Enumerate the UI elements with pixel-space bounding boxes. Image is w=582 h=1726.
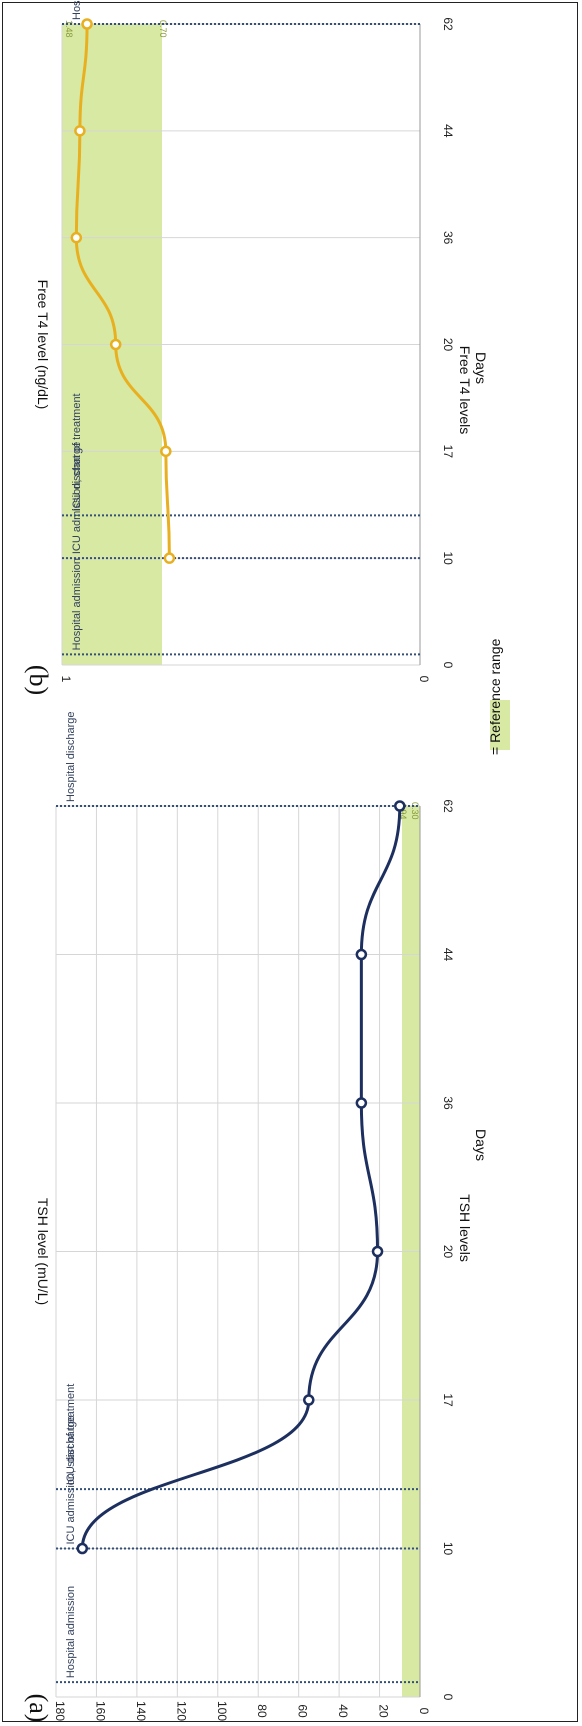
data-point bbox=[76, 1542, 89, 1555]
x-tick-label: 44 bbox=[441, 948, 455, 962]
data-point bbox=[355, 948, 368, 961]
y-tick-label: 140 bbox=[134, 1701, 148, 1721]
reference-low-label: 0.30 bbox=[410, 802, 420, 820]
data-point bbox=[371, 1245, 384, 1258]
data-point bbox=[394, 800, 406, 812]
y-tick-label: 0 bbox=[417, 676, 431, 683]
event-label: Hospital discharge bbox=[65, 712, 77, 803]
y-tick-label: 160 bbox=[93, 1701, 107, 1721]
series-line bbox=[74, 23, 171, 559]
legend-swatch bbox=[490, 700, 510, 750]
x-tick-label: 17 bbox=[441, 445, 455, 459]
legend-label: = Reference range bbox=[487, 638, 503, 755]
x-tick-label: 10 bbox=[441, 551, 455, 565]
x-tick-label: 0 bbox=[441, 662, 455, 669]
y-axis-title: Free T4 level (ng/dL) bbox=[35, 280, 51, 410]
x-tick-label: 62 bbox=[441, 799, 455, 813]
chart-title: Free T4 levels bbox=[457, 346, 473, 434]
data-point bbox=[355, 1097, 368, 1109]
x-tick-label: 36 bbox=[441, 231, 455, 245]
data-point bbox=[160, 445, 172, 458]
reference-low-label: 0.70 bbox=[158, 20, 168, 38]
y-tick-label: 0 bbox=[417, 1708, 431, 1715]
chart-title: TSH levels bbox=[457, 1194, 473, 1262]
event-label: ICU discharge bbox=[65, 1415, 77, 1485]
y-axis-title: TSH level (mU/L) bbox=[35, 1198, 51, 1305]
panel-label: (a) bbox=[24, 1694, 53, 1723]
event-label: Hospital admission bbox=[71, 558, 83, 650]
reference-high-label: 4.94 bbox=[398, 802, 408, 820]
x-tick-label: 36 bbox=[441, 1096, 455, 1110]
chart-panel-a: 0 20 40 60 80 100 120 140 160 180 0 10 17 20 36 44 62 Day… bbox=[24, 712, 489, 1723]
x-tick-label: 20 bbox=[441, 1245, 455, 1259]
x-tick-label: 0 bbox=[441, 1694, 455, 1701]
data-point bbox=[70, 231, 83, 244]
y-tick-label: 40 bbox=[336, 1704, 350, 1718]
x-tick-label: 10 bbox=[441, 1542, 455, 1556]
legend: = Reference range bbox=[487, 638, 510, 755]
event-label: ICU admission, start of treatment bbox=[65, 1384, 77, 1545]
y-tick-label: 20 bbox=[377, 1704, 391, 1718]
x-axis-title: Days bbox=[473, 352, 489, 384]
event-label: ICU admission, start of treatment bbox=[71, 393, 83, 554]
x-tick-label: 20 bbox=[441, 338, 455, 352]
data-point bbox=[109, 338, 122, 351]
data-point bbox=[74, 125, 86, 137]
event-label: Hospital discharge bbox=[71, 0, 83, 20]
series-line bbox=[80, 805, 402, 1549]
y-tick-label: 1 bbox=[59, 676, 73, 683]
y-tick-label: 60 bbox=[296, 1704, 310, 1718]
data-point bbox=[81, 18, 93, 30]
x-tick-label: 44 bbox=[441, 124, 455, 138]
x-tick-label: 17 bbox=[441, 1393, 455, 1407]
event-label: ICU discharge bbox=[71, 442, 83, 512]
event-label: Hospital admission bbox=[65, 1586, 77, 1678]
data-point bbox=[303, 1394, 315, 1406]
panel-label: (b) bbox=[24, 665, 53, 695]
data-point bbox=[163, 552, 176, 564]
x-axis-title: Days bbox=[473, 1129, 489, 1161]
y-tick-label: 180 bbox=[53, 1701, 67, 1721]
y-tick-label: 80 bbox=[255, 1704, 269, 1718]
x-tick-label: 62 bbox=[441, 17, 455, 31]
y-tick-label: 100 bbox=[215, 1701, 229, 1721]
y-tick-label: 120 bbox=[174, 1701, 188, 1721]
reference-high-label: 1.48 bbox=[64, 20, 74, 38]
